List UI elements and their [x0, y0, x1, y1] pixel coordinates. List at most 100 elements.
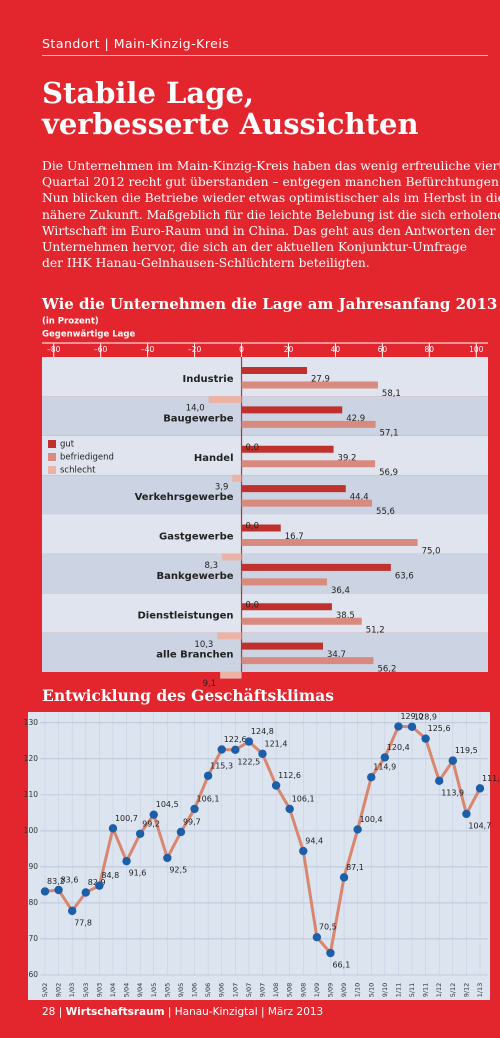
- value-label: 121,4: [265, 739, 288, 748]
- point: [54, 885, 63, 895]
- x-tick-label: 5/03: [82, 983, 90, 998]
- x-tick-label: 1/06: [191, 983, 199, 998]
- bar: [232, 474, 242, 482]
- x-tick-label: 5/11: [408, 983, 416, 998]
- point: [176, 827, 186, 837]
- chart-title: Entwicklung des Geschäftsklimas: [42, 686, 334, 705]
- band: [42, 435, 488, 476]
- value-label: 106,1: [292, 794, 315, 803]
- point: [448, 756, 458, 765]
- category-label: Industrie: [183, 374, 234, 385]
- point: [339, 873, 349, 882]
- x-tick-label: 5/04: [123, 983, 131, 998]
- x-tick-label: 9/12: [462, 983, 470, 998]
- x-tick-label: 80: [425, 345, 435, 354]
- value-label: 112,6: [278, 771, 301, 780]
- point: [299, 846, 308, 856]
- intro-text: Die Unternehmen im Main-Kinzig-Kreis hab…: [42, 158, 500, 271]
- value-label: 0,0: [246, 522, 260, 532]
- x-tick-label: 9/07: [259, 983, 267, 998]
- point: [380, 753, 390, 762]
- x-tick-label: 5/06: [204, 983, 212, 998]
- bar: [220, 671, 242, 679]
- bar: [241, 367, 308, 374]
- value-label: 99,7: [183, 817, 201, 826]
- value-label: 27,9: [311, 375, 330, 385]
- x-tick-label: 1/07: [231, 983, 239, 998]
- x-tick-label: 9/05: [177, 983, 185, 998]
- value-label: 8,3: [205, 561, 219, 571]
- x-tick-label: 60: [378, 345, 388, 354]
- x-tick-label: 5/09: [326, 983, 334, 998]
- value-label: 0,0: [246, 443, 260, 453]
- value-label: 14,0: [186, 404, 205, 414]
- text-line: der IHK Hanau-Gelnhausen-Schlüchtern bet…: [42, 256, 370, 271]
- value-label: 55,6: [376, 507, 395, 517]
- point: [108, 824, 118, 833]
- page-number: 28: [42, 1006, 56, 1018]
- point: [407, 722, 417, 731]
- point: [326, 948, 335, 958]
- point: [95, 881, 104, 890]
- bar: [241, 642, 323, 650]
- value-label: 104,7: [468, 821, 491, 830]
- category-label: alle Branchen: [156, 650, 233, 661]
- point: [135, 829, 145, 838]
- value-label: 113,9: [441, 788, 464, 797]
- x-tick-label: 9/11: [422, 983, 430, 998]
- headline-line: Stabile Lage,: [42, 76, 254, 110]
- section-header: Standort | Main-Kinzig-Kreis: [42, 36, 230, 51]
- value-label: 70,5: [319, 923, 337, 932]
- band: [42, 632, 488, 672]
- point: [435, 776, 444, 786]
- y-tick-label: 100: [24, 826, 39, 835]
- value-label: 42,9: [346, 414, 365, 424]
- band: [42, 357, 488, 397]
- category-label: Gastgewerbe: [159, 532, 234, 543]
- text-line: Die Unternehmen im Main-Kinzig-Kreis hab…: [42, 159, 500, 173]
- bar: [222, 553, 242, 561]
- point: [271, 781, 281, 790]
- value-label: 129,0: [400, 712, 423, 721]
- point: [367, 773, 376, 782]
- bar: [241, 578, 327, 586]
- point: [258, 749, 267, 758]
- x-tick-label: 1/08: [272, 983, 280, 998]
- point: [203, 771, 213, 780]
- band: [42, 475, 488, 515]
- x-tick-label: 5/05: [163, 983, 171, 998]
- y-tick-label: 70: [28, 934, 38, 943]
- value-label: 36,4: [331, 586, 350, 596]
- value-label: 115,3: [210, 761, 233, 770]
- x-tick-label: 1/09: [313, 983, 321, 998]
- value-label: 99,2: [142, 819, 160, 828]
- legend-swatch: [48, 466, 56, 474]
- value-label: 44,4: [350, 493, 369, 503]
- point: [163, 853, 172, 863]
- bar: [241, 406, 343, 414]
- x-tick-label: 1/10: [354, 983, 362, 998]
- x-tick-label: –60: [94, 345, 108, 354]
- date: März 2013: [267, 1006, 324, 1018]
- value-label: 94,4: [305, 837, 323, 846]
- x-tick-label: 5/12: [449, 983, 457, 998]
- point: [394, 722, 403, 731]
- value-label: 57,1: [380, 428, 399, 438]
- x-tick-label: 9/10: [381, 983, 389, 998]
- point: [122, 856, 131, 866]
- x-tick-label: –80: [47, 345, 61, 354]
- text-line: Wirtschaft im Euro-Raum und in China. Da…: [42, 223, 496, 238]
- value-label: 111,8: [482, 774, 500, 783]
- x-tick-label: 100: [469, 345, 484, 354]
- text-line: Unternehmen hervor, die sich an der aktu…: [42, 240, 468, 255]
- bar: [241, 460, 376, 468]
- x-tick-label: 9/08: [299, 983, 307, 998]
- value-label: 84,8: [101, 871, 119, 880]
- value-label: 34,7: [327, 650, 346, 660]
- point: [217, 745, 226, 754]
- value-label: 128,9: [414, 712, 437, 721]
- y-tick-label: 120: [24, 754, 39, 763]
- point: [40, 887, 50, 896]
- value-label: 63,6: [395, 571, 414, 581]
